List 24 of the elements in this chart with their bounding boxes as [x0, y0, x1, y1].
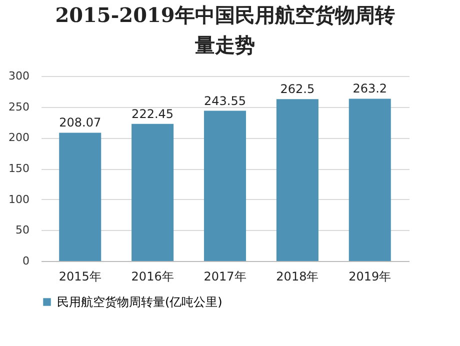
- y-tick-label: 100: [8, 192, 30, 206]
- x-tick-label: 2019年: [348, 270, 392, 284]
- data-label: 263.2: [352, 82, 388, 96]
- bar: [59, 132, 102, 261]
- data-label: 208.07: [59, 116, 102, 130]
- chart-title: 2015-2019年中国民用航空货物周转量走势: [55, 3, 395, 57]
- data-label: 222.45: [132, 106, 174, 121]
- x-tick-label: 2018年: [276, 270, 319, 284]
- y-tick-label: 250: [8, 100, 30, 114]
- data-label: 243.55: [204, 94, 246, 108]
- data-label: 262.5: [280, 82, 315, 96]
- x-tick-label: 2016年: [131, 270, 174, 284]
- bar: [348, 98, 391, 261]
- bar: [132, 124, 174, 261]
- y-tick-label: 200: [8, 131, 30, 144]
- x-tick-label: 2017年: [204, 270, 246, 284]
- bar: [204, 110, 246, 261]
- bar: [276, 99, 318, 261]
- y-tick-label: 150: [8, 162, 30, 175]
- y-tick-label: 50: [16, 224, 30, 237]
- legend-label: 民用航空货物周转量(亿吨公里): [57, 295, 222, 309]
- x-tick-label: 2015年: [58, 270, 102, 284]
- y-tick-label: 300: [8, 70, 30, 82]
- y-tick-label: 0: [22, 254, 30, 268]
